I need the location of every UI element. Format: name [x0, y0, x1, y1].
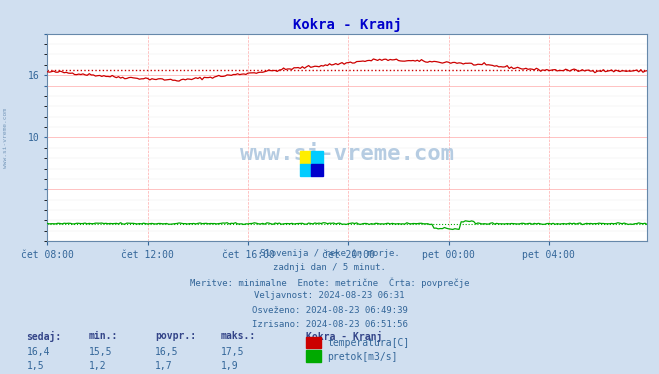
- Text: Osveženo: 2024-08-23 06:49:39: Osveženo: 2024-08-23 06:49:39: [252, 306, 407, 315]
- Text: 16,5: 16,5: [155, 347, 179, 357]
- Text: www.si-vreme.com: www.si-vreme.com: [3, 108, 8, 168]
- Title: Kokra - Kranj: Kokra - Kranj: [293, 18, 402, 33]
- Text: sedaj:: sedaj:: [26, 331, 61, 342]
- Text: Slovenija / reke in morje.: Slovenija / reke in morje.: [260, 249, 399, 258]
- Text: 16,4: 16,4: [26, 347, 50, 357]
- Text: zadnji dan / 5 minut.: zadnji dan / 5 minut.: [273, 263, 386, 272]
- Text: 1,5: 1,5: [26, 361, 44, 371]
- Text: 1,2: 1,2: [89, 361, 107, 371]
- Text: Izrisano: 2024-08-23 06:51:56: Izrisano: 2024-08-23 06:51:56: [252, 320, 407, 329]
- Text: 1,7: 1,7: [155, 361, 173, 371]
- Text: Meritve: minimalne  Enote: metrične  Črta: povprečje: Meritve: minimalne Enote: metrične Črta:…: [190, 277, 469, 288]
- Text: pretok[m3/s]: pretok[m3/s]: [328, 352, 398, 362]
- Text: min.:: min.:: [89, 331, 119, 341]
- Text: Kokra - Kranj: Kokra - Kranj: [306, 331, 383, 342]
- Text: 15,5: 15,5: [89, 347, 113, 357]
- Text: Veljavnost: 2024-08-23 06:31: Veljavnost: 2024-08-23 06:31: [254, 291, 405, 300]
- Text: 17,5: 17,5: [221, 347, 244, 357]
- Text: temperatura[C]: temperatura[C]: [328, 338, 410, 348]
- Text: 1,9: 1,9: [221, 361, 239, 371]
- Text: www.si-vreme.com: www.si-vreme.com: [241, 144, 454, 164]
- Text: maks.:: maks.:: [221, 331, 256, 341]
- Text: povpr.:: povpr.:: [155, 331, 196, 341]
